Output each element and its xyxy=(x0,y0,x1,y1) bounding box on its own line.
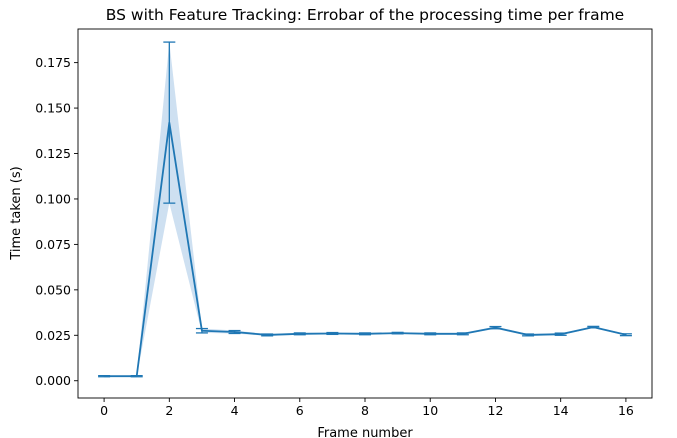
error-bar xyxy=(228,329,241,335)
error-bar xyxy=(359,332,371,336)
error-bar xyxy=(522,333,535,337)
error-bar xyxy=(456,332,469,336)
x-tick-label: 16 xyxy=(618,403,634,418)
error-bar xyxy=(391,331,404,335)
error-bar xyxy=(130,374,143,378)
error-bars-layer xyxy=(98,41,632,378)
error-bar xyxy=(163,41,176,204)
y-tick-label: 0.125 xyxy=(35,146,71,161)
x-axis-ticks: 0 2 4 6 8 10 12 14 16 xyxy=(100,398,634,418)
error-bar xyxy=(489,325,502,330)
x-tick-label: 4 xyxy=(231,403,239,418)
error-bar xyxy=(554,332,567,336)
y-tick-label: 0.175 xyxy=(35,55,71,70)
error-bar xyxy=(587,325,600,329)
y-tick-label: 0.050 xyxy=(35,282,71,297)
x-tick-label: 8 xyxy=(361,403,369,418)
error-bar xyxy=(424,332,437,336)
error-bar xyxy=(98,374,111,378)
y-axis-label: Time taken (s) xyxy=(9,166,24,260)
y-tick-label: 0.100 xyxy=(35,191,71,206)
error-bar xyxy=(619,333,632,337)
x-tick-label: 2 xyxy=(165,403,173,418)
x-tick-label: 12 xyxy=(488,403,504,418)
x-tick-label: 10 xyxy=(422,403,438,418)
y-axis-ticks: 0.000 0.025 0.050 0.075 0.100 0.125 0.150 0.175 xyxy=(35,55,78,388)
x-axis-label: Frame number xyxy=(317,426,413,438)
error-bar xyxy=(261,333,274,337)
x-tick-label: 14 xyxy=(553,403,569,418)
error-bar xyxy=(326,331,339,336)
x-tick-label: 0 xyxy=(100,403,108,418)
y-tick-label: 0.075 xyxy=(35,237,71,252)
y-tick-label: 0.025 xyxy=(35,328,71,343)
y-tick-label: 0.150 xyxy=(35,101,71,116)
x-tick-label: 6 xyxy=(296,403,304,418)
error-bar xyxy=(293,332,306,336)
error-bar xyxy=(195,327,208,334)
chart-title: BS with Feature Tracking: Errobar of the… xyxy=(106,6,624,24)
y-tick-label: 0.000 xyxy=(35,373,71,388)
